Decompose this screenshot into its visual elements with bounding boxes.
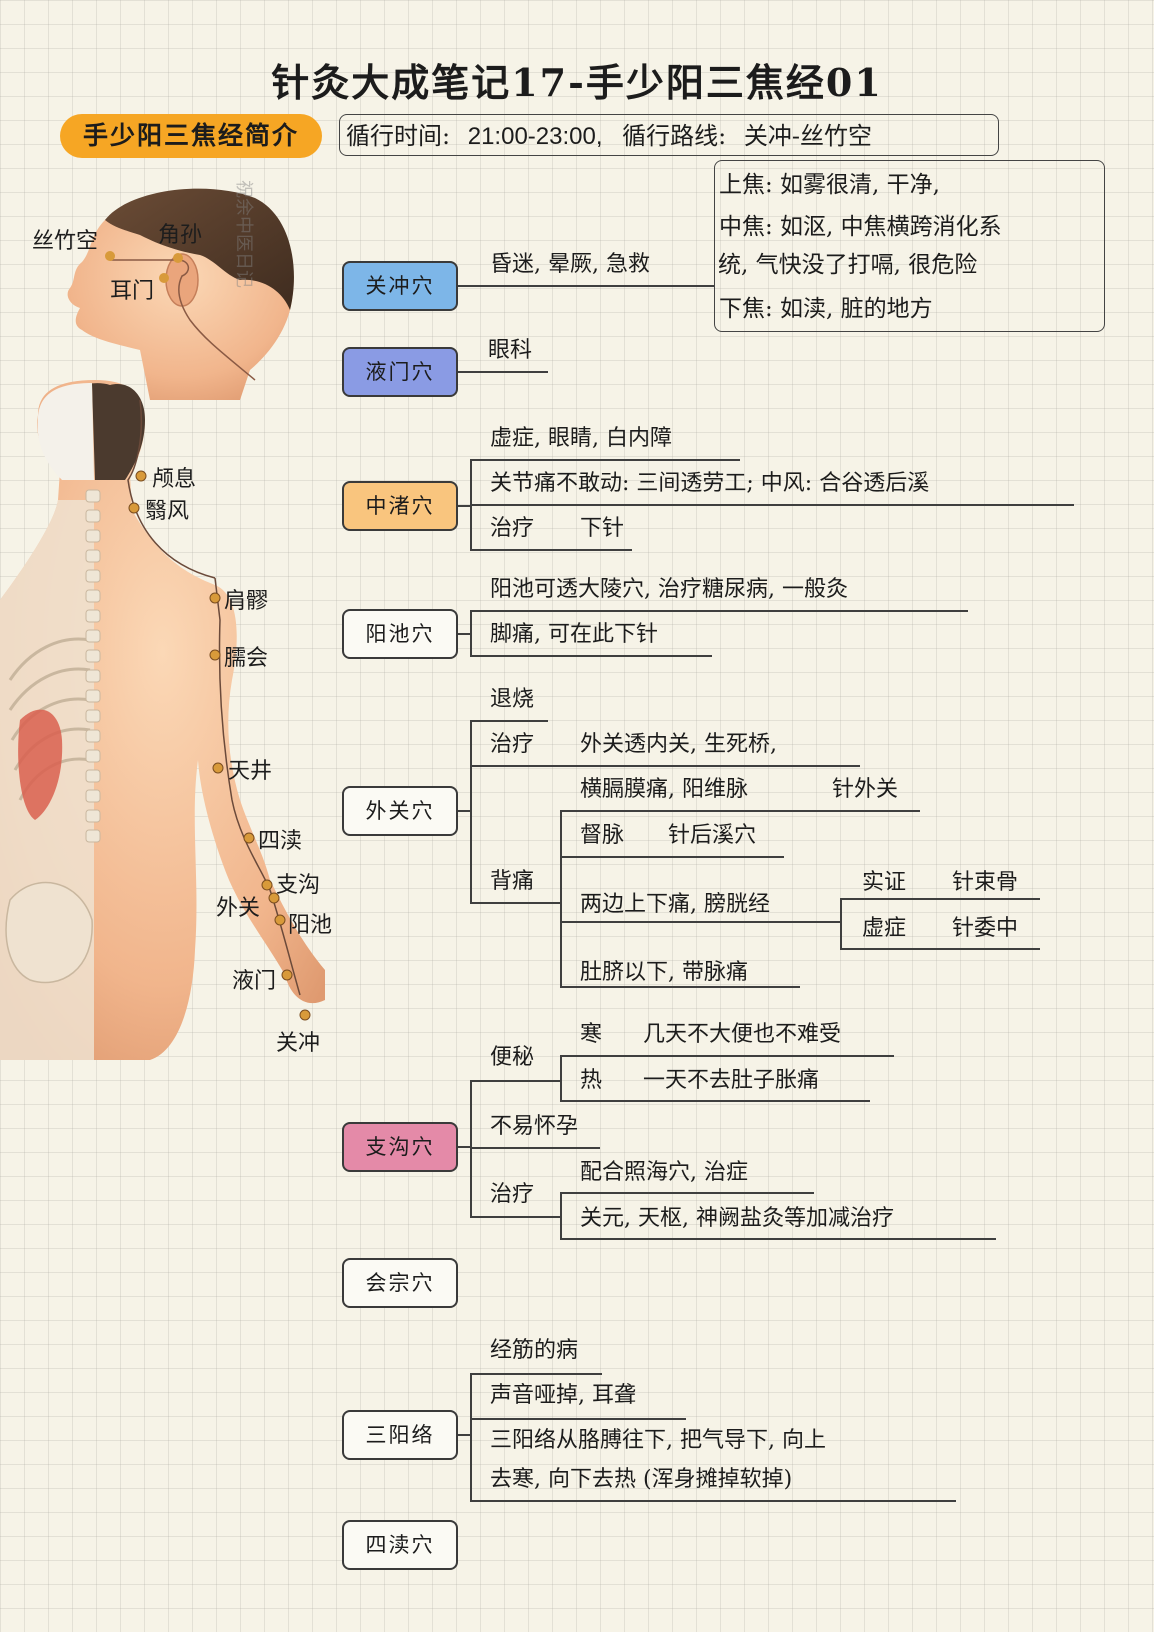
back-hair [60, 383, 145, 480]
waiguan-dumai: 督脉 [580, 823, 625, 848]
middle-jiao-text-cont: 统, 气快没了打嗝, 很危险 [718, 252, 978, 278]
cycle-info-box: 循行时间: 21:00-23:00, 循行路线: 关冲-丝竹空 [339, 114, 999, 156]
spine [85, 489, 101, 843]
waiguan-xuzheng-needle: 针委中 [952, 916, 1019, 941]
zhigou-zhiliao-2: 关元, 天枢, 神阙盐灸等加减治疗 [580, 1206, 894, 1231]
body-back-figure [0, 380, 325, 1060]
sanyangluo-item-3: 三阳络从胳膊往下, 把气导下, 向上 [490, 1428, 826, 1453]
yangchi-item-2: 脚痛, 可在此下针 [490, 622, 658, 647]
waiguan-hengge: 横膈膜痛, 阳维脉 [580, 777, 748, 802]
kidney-organ [18, 709, 63, 820]
waiguan-liangbian: 两边上下痛, 膀胱经 [580, 892, 770, 917]
lower-jiao-text: 下焦: 如渎, 脏的地方 [719, 296, 933, 322]
label-zhigou: 支沟 [276, 873, 320, 898]
label-tianjing: 天井 [228, 759, 272, 784]
meridian-path-neck [127, 399, 216, 579]
middle-jiao-text: 中焦: 如沤, 中焦横跨消化系 [719, 214, 1002, 240]
zhigou-buyi: 不易怀孕 [490, 1114, 579, 1139]
sanyangluo-item-4: 去寒, 向下去热 (浑身摊掉软掉) [490, 1467, 793, 1492]
zhigou-han-text: 几天不大便也不难受 [643, 1022, 842, 1047]
intro-badge: 手少阳三焦经简介 [60, 114, 322, 158]
waiguan-zhiliao: 治疗 [490, 732, 535, 757]
node-sidu: 四渎穴 [342, 1520, 458, 1570]
zhongzhu-item-1: 虚症, 眼睛, 白内障 [490, 426, 672, 451]
waiguan-duqi: 肚脐以下, 带脉痛 [580, 960, 748, 985]
label-waiguan: 外关 [216, 896, 260, 921]
label-sidu: 四渎 [258, 829, 302, 854]
zhongzhu-item-2: 关节痛不敢动: 三间透劳工; 中风: 合谷透后溪 [490, 471, 930, 496]
waiguan-tuishao: 退烧 [490, 687, 535, 712]
guanchong-item-1: 昏迷, 晕厥, 急救 [490, 252, 650, 277]
upper-jiao-text: 上焦: 如雾很清, 干净, [719, 172, 940, 198]
page-title: 针灸大成笔记17-手少阳三焦经01 [271, 60, 883, 105]
label-yifeng: 翳风 [145, 499, 189, 524]
meridian-path-arm [214, 577, 301, 996]
node-yemen: 液门穴 [342, 347, 458, 397]
waiguan-shizheng-needle: 针束骨 [952, 870, 1019, 895]
point-ermen [159, 273, 169, 283]
meridian-path-head [110, 259, 256, 381]
zhongzhu-zhiliao: 治疗 [490, 516, 535, 541]
waiguan-beitong: 背痛 [490, 869, 535, 894]
yemen-item-1: 眼科 [488, 338, 533, 363]
sanyangluo-item-2: 声音哑掉, 耳聋 [490, 1383, 636, 1408]
label-jianliao: 肩髎 [224, 589, 268, 614]
label-guanchong: 关冲 [276, 1031, 320, 1056]
hair [105, 188, 294, 310]
ear [165, 253, 199, 307]
waiguan-hengge-needle: 针外关 [832, 777, 899, 802]
zhigou-bianmi: 便秘 [490, 1045, 535, 1070]
point-jiaosun [173, 253, 183, 263]
label-yangchi: 阳池 [288, 913, 332, 938]
label-ermen: 耳门 [110, 279, 154, 304]
node-huizong: 会宗穴 [342, 1258, 458, 1308]
route: 关冲-丝竹空 [743, 122, 872, 150]
zhongzhu-xiazhen: 下针 [580, 516, 625, 541]
label-sizhukong: 丝竹空 [32, 229, 98, 254]
waiguan-xuzheng: 虚症 [862, 916, 907, 941]
label-yemen: 液门 [232, 969, 276, 994]
waiguan-zhiliao-text: 外关透内关, 生死桥, [580, 732, 777, 757]
node-zhigou: 支沟穴 [342, 1122, 458, 1172]
zhigou-re-text: 一天不去肚子胀痛 [643, 1068, 820, 1093]
label-jiaosun: 角孙 [158, 223, 202, 248]
zhigou-han: 寒 [580, 1022, 603, 1047]
route-label: 循行路线: [622, 122, 727, 150]
label-luxi: 颅息 [152, 467, 196, 492]
node-waiguan: 外关穴 [342, 786, 458, 836]
cycle-time-label: 循行时间: [346, 122, 451, 150]
zhigou-re: 热 [580, 1068, 603, 1093]
point-sizhukong [105, 251, 115, 261]
arm-acupoints [128, 470, 311, 1021]
node-zhongzhu: 中渚穴 [342, 481, 458, 531]
watermark-vertical: 祝余中医日记 [233, 180, 254, 288]
anatomy-figures: 丝竹空 角孙 耳门 [0, 180, 332, 1060]
zhigou-zhiliao-1: 配合照海穴, 治症 [580, 1160, 748, 1185]
skull-half [37, 383, 94, 480]
node-guanchong: 关冲穴 [342, 261, 458, 311]
waiguan-dumai-needle: 针后溪穴 [668, 823, 757, 848]
node-sanyangluo: 三阳络 [342, 1410, 458, 1460]
head-profile-figure [67, 188, 294, 400]
label-naohui: 臑会 [224, 646, 268, 671]
yangchi-item-1: 阳池可透大陵穴, 治疗糖尿病, 一般灸 [490, 577, 848, 602]
san-jiao-box: 上焦: 如雾很清, 干净, 中焦: 如沤, 中焦横跨消化系 下焦: 如渎, 脏的… [714, 160, 1105, 332]
pelvis-bone [5, 881, 93, 984]
zhigou-zhiliao: 治疗 [490, 1182, 535, 1207]
sanyangluo-item-1: 经筋的病 [490, 1338, 579, 1363]
cycle-time: 21:00-23:00, [467, 123, 603, 150]
waiguan-shizheng: 实证 [862, 870, 907, 895]
node-yangchi: 阳池穴 [342, 609, 458, 659]
